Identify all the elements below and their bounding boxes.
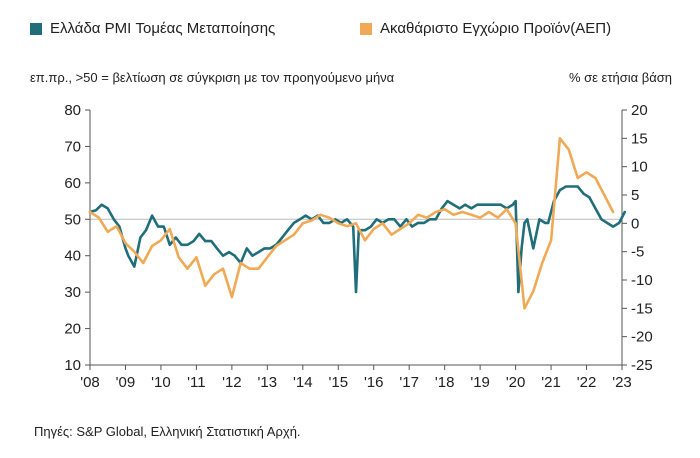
left-tick-label: 50	[64, 211, 81, 228]
x-tick-label: '19	[470, 374, 490, 391]
chart-legend: Ελλάδα PMI Τομέας Μεταποίησης Ακαθάριστο…	[30, 20, 690, 44]
right-tick-label: 10	[631, 159, 648, 176]
left-tick-label: 10	[64, 357, 81, 374]
right-axis-unit-label: % σε ετήσια βάση	[568, 70, 672, 85]
right-tick-label: -5	[631, 244, 644, 261]
source-note: Πηγές: S&P Global, Ελληνική Στατιστική Α…	[34, 424, 301, 439]
x-tick-label: '10	[151, 374, 171, 391]
x-tick-label: '14	[293, 374, 313, 391]
legend-swatch-pmi	[30, 22, 42, 35]
right-tick-label: -20	[631, 329, 653, 346]
right-tick-label: -10	[631, 272, 653, 289]
series-line-gdp	[88, 137, 615, 310]
x-tick-label: '17	[399, 374, 419, 391]
x-tick-label: '16	[364, 374, 384, 391]
x-tick-label: '12	[222, 374, 242, 391]
x-tick-label: '15	[328, 374, 348, 391]
x-tick-label: '09	[116, 374, 136, 391]
right-tick-label: 5	[631, 187, 639, 204]
left-tick-label: 30	[64, 284, 81, 301]
right-tick-label: -15	[631, 300, 653, 317]
x-tick-label: '08	[80, 374, 100, 391]
left-tick-label: 80	[64, 102, 81, 119]
x-tick-label: '23	[612, 374, 632, 391]
x-tick-label: '18	[435, 374, 455, 391]
right-tick-label: 15	[631, 130, 648, 147]
x-tick-label: '13	[258, 374, 278, 391]
left-tick-label: 20	[64, 321, 81, 338]
x-tick-label: '21	[541, 374, 561, 391]
left-tick-label: 70	[64, 138, 81, 155]
left-tick-label: 60	[64, 175, 81, 192]
right-tick-label: 20	[631, 102, 648, 119]
right-tick-label: -25	[631, 357, 653, 374]
right-tick-label: 0	[631, 215, 639, 232]
legend-item-pmi: Ελλάδα PMI Τομέας Μεταποίησης	[30, 20, 275, 37]
x-tick-label: '22	[577, 374, 597, 391]
legend-label-pmi: Ελλάδα PMI Τομέας Μεταποίησης	[50, 20, 276, 37]
legend-item-gdp: Ακαθάριστο Εγχώριο Προϊόν(ΑΕΠ)	[360, 20, 611, 37]
left-axis-unit-label: επ.πρ., >50 = βελτίωση σε σύγκριση με το…	[30, 70, 395, 85]
left-tick-label: 40	[64, 248, 81, 265]
legend-label-gdp: Ακαθάριστο Εγχώριο Προϊόν(ΑΕΠ)	[380, 20, 612, 37]
series-line-pmi	[88, 185, 627, 294]
x-tick-label: '20	[506, 374, 526, 391]
x-tick-label: '11	[187, 374, 205, 391]
legend-swatch-gdp	[360, 22, 372, 35]
